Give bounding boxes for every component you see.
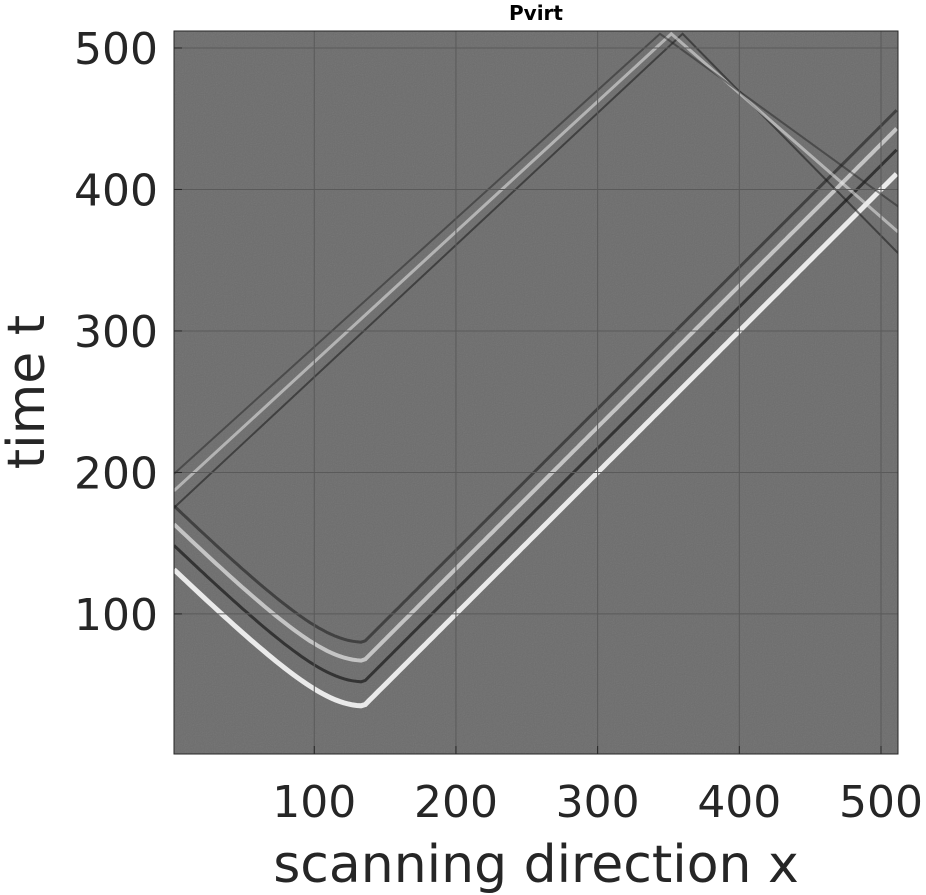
x-tick-label: 300 — [556, 777, 640, 828]
wave-event — [174, 172, 898, 709]
y-tick-label: 100 — [74, 590, 158, 641]
wave-event-reflection — [174, 32, 898, 475]
grid-lines — [174, 31, 898, 754]
y-tick-label: 300 — [74, 307, 158, 358]
wave-event — [174, 148, 898, 684]
wave-event-reflection — [174, 32, 898, 509]
y-axis-ticks: 100 200 300 400 500 — [74, 24, 182, 641]
y-tick-label: 500 — [74, 24, 158, 75]
y-tick-label: 200 — [74, 448, 158, 499]
x-axis-label: scanning direction x — [273, 835, 799, 895]
x-tick-label: 200 — [414, 777, 498, 828]
wave-events — [174, 31, 898, 709]
plot-border — [173, 30, 899, 755]
wave-event — [174, 127, 898, 663]
x-tick-label: 500 — [839, 777, 923, 828]
x-tick-label: 400 — [697, 777, 781, 828]
chart-title: Pvirt — [509, 1, 563, 25]
x-axis-ticks: 100 200 300 400 500 — [272, 746, 923, 828]
wave-event-reflection — [174, 31, 898, 492]
y-tick-label: 400 — [74, 165, 158, 216]
wave-event — [174, 109, 898, 644]
noise-texture — [174, 31, 898, 754]
plot-area — [173, 30, 899, 755]
x-tick-label: 100 — [272, 777, 356, 828]
y-axis-label: time t — [0, 315, 57, 469]
